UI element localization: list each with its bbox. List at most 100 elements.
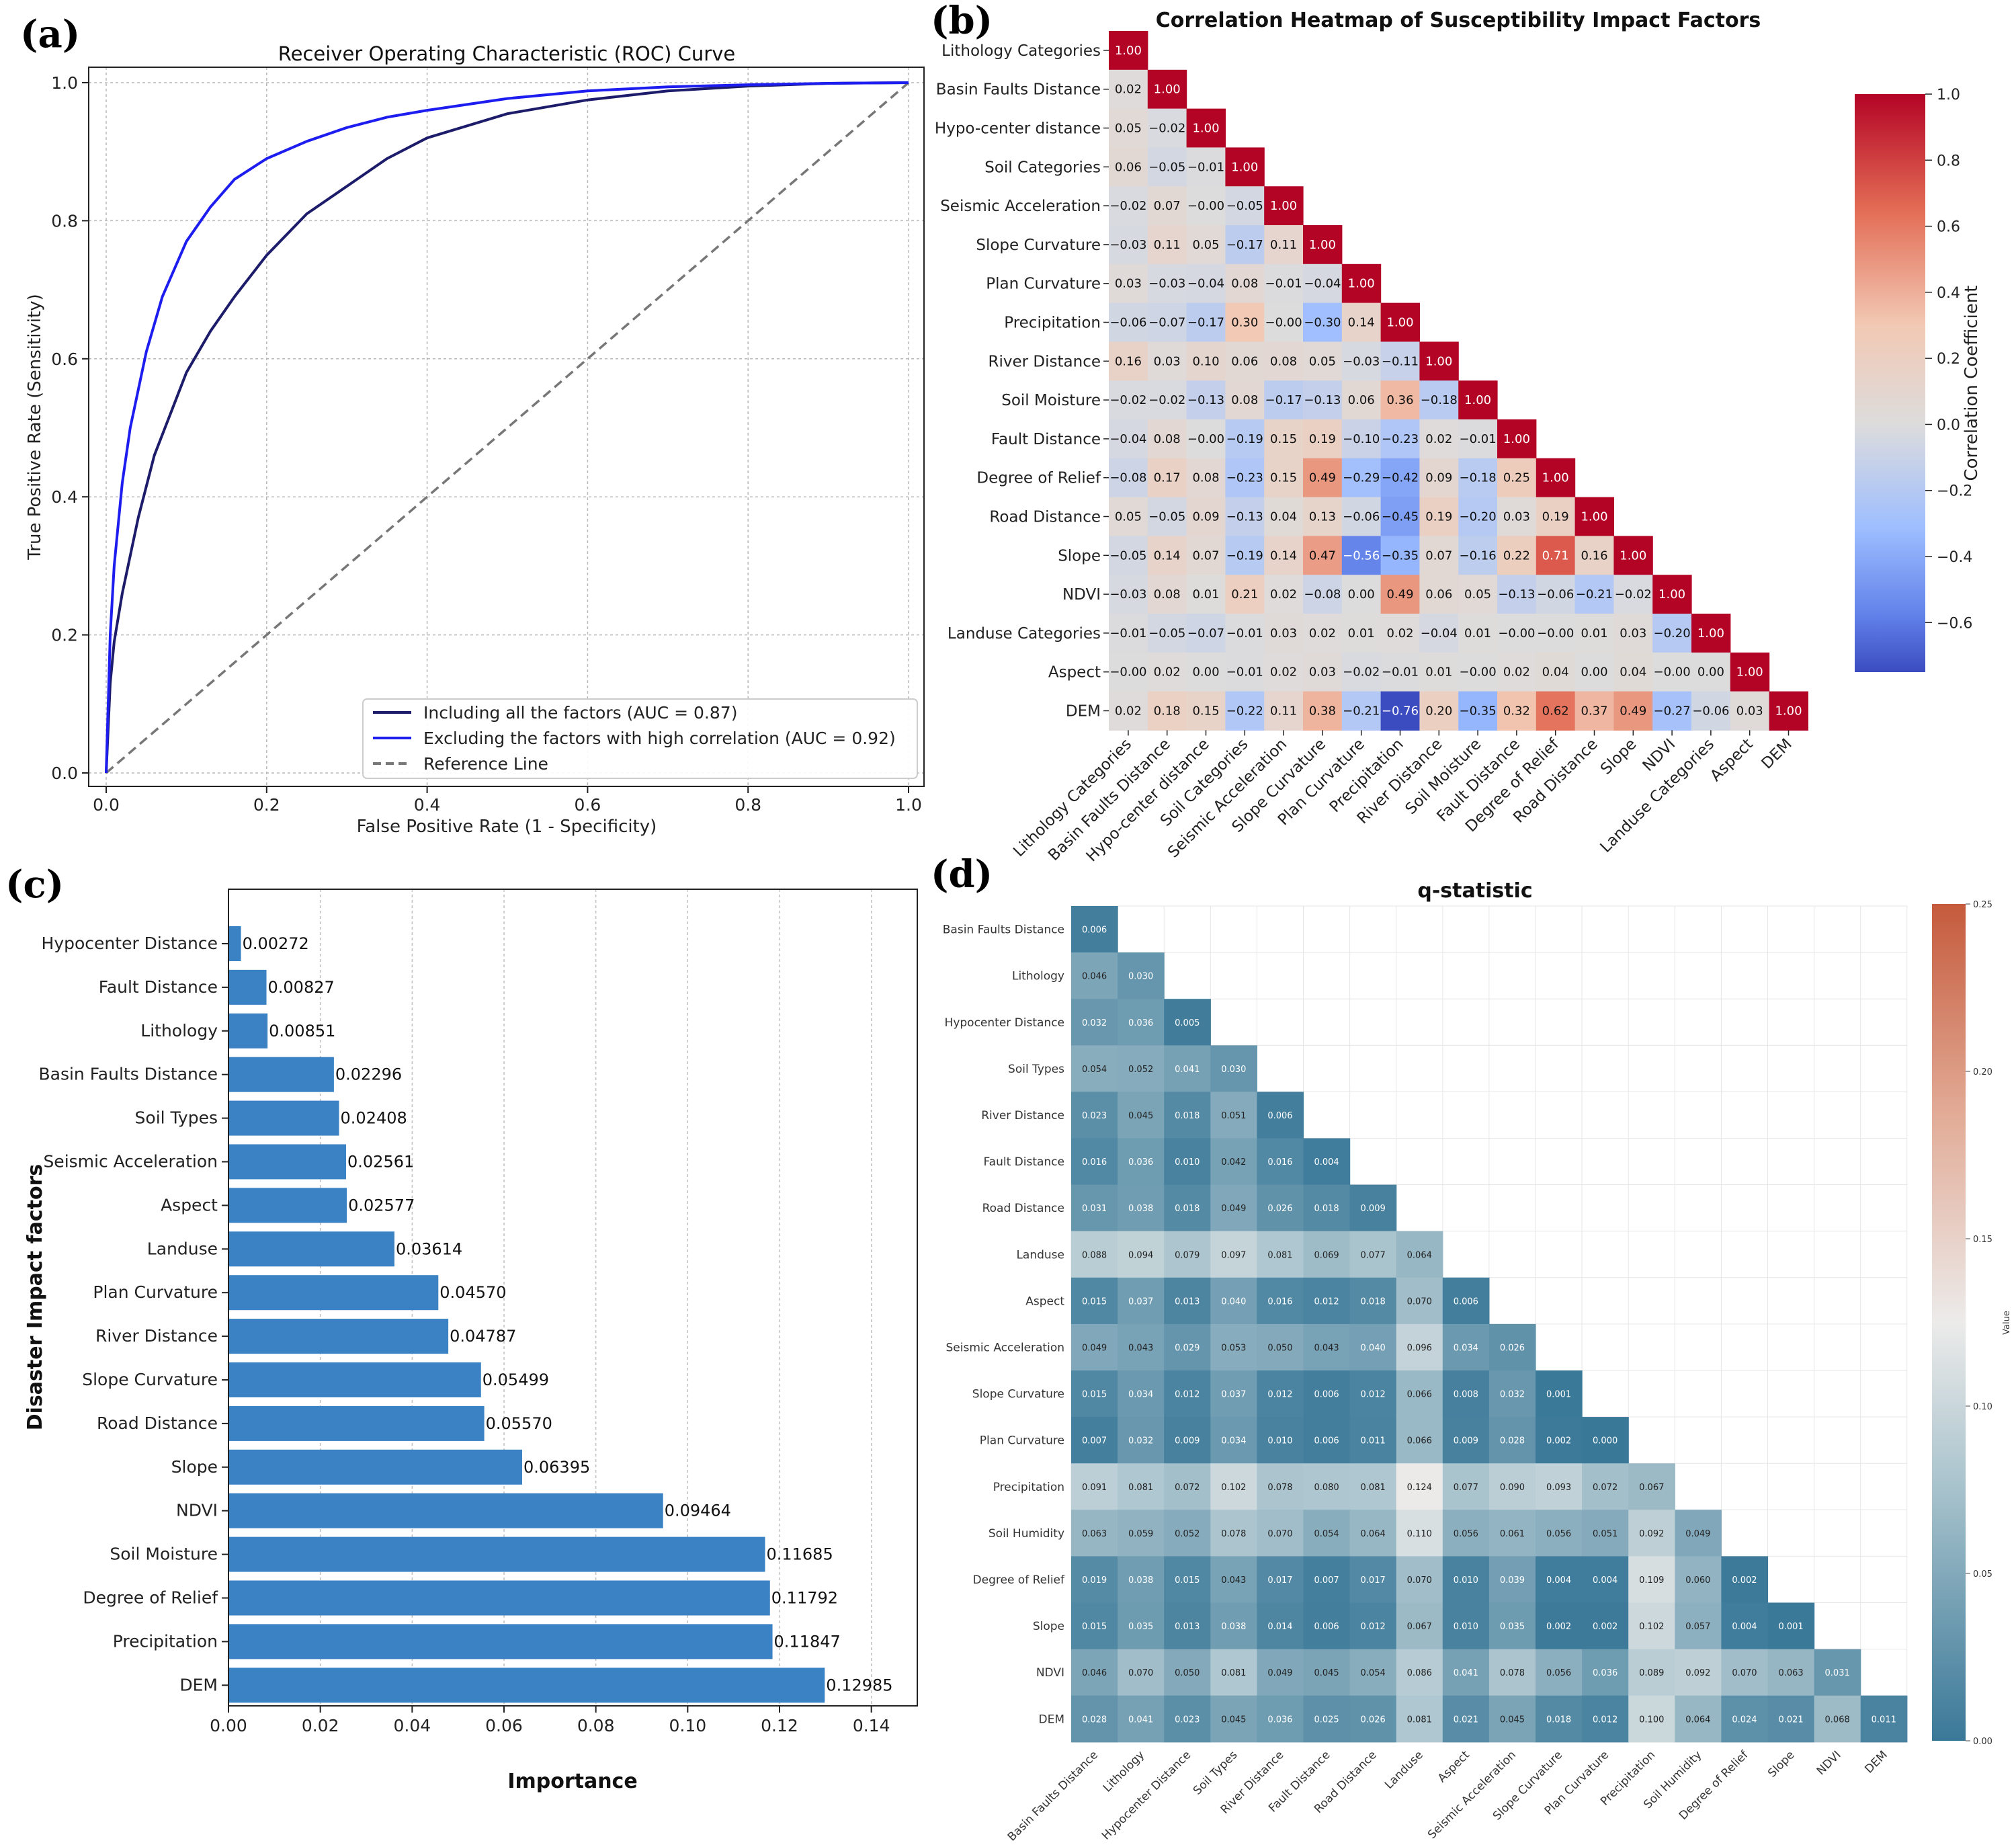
correlation-cell-value: 0.17	[1154, 471, 1181, 485]
correlation-row-labels: Lithology Categories Basin Faults Distanc…	[935, 42, 1109, 721]
correlation-cell	[1109, 186, 1148, 226]
q-statistic-cell	[1257, 1092, 1304, 1139]
q-statistic-cell-value: 0.005	[1175, 1018, 1200, 1028]
correlation-cell	[1147, 263, 1187, 304]
correlation-cell-value: −0.21	[1343, 704, 1380, 719]
q-statistic-cell-value: 0.004	[1732, 1622, 1757, 1632]
correlation-cell	[1303, 652, 1343, 692]
q-statistic-cell	[1349, 1602, 1397, 1650]
q-statistic-cell-value: 0.015	[1082, 1390, 1107, 1400]
correlation-cell	[1613, 691, 1653, 731]
q-statistic-cell-value: 0.012	[1361, 1390, 1386, 1400]
q-statistic-cell	[1582, 1463, 1629, 1510]
q-statistic-cell	[1349, 1184, 1397, 1232]
importance-bar	[228, 1362, 481, 1397]
correlation-cell-value: 0.71	[1542, 548, 1569, 563]
correlation-cell	[1497, 575, 1537, 614]
correlation-cell	[1186, 263, 1226, 304]
correlation-cell-value: 1.00	[1348, 277, 1375, 291]
importance-bar-value-label: 0.11685	[766, 1545, 833, 1564]
correlation-colorbar-tick-label: −0.6	[1937, 615, 1972, 632]
q-statistic-cell	[1488, 1370, 1536, 1418]
q-statistic-cell-value: 0.007	[1082, 1436, 1107, 1446]
q-statistic-cell	[1257, 1277, 1304, 1325]
correlation-cell-value: 0.01	[1581, 626, 1607, 641]
q-statistic-cell-value: 0.002	[1546, 1622, 1571, 1632]
correlation-cell-value: −0.23	[1226, 471, 1263, 485]
q-statistic-cell	[1442, 1463, 1490, 1510]
q-statistic-cell	[1071, 1556, 1118, 1604]
correlation-cell	[1458, 652, 1498, 692]
q-statistic-cell-value: 0.010	[1454, 1622, 1478, 1632]
correlation-cell-value: 0.37	[1581, 704, 1607, 719]
q-statistic-cell	[1164, 1417, 1211, 1464]
correlation-cell	[1691, 691, 1731, 731]
roc-chart: Receiver Operating Characteristic (ROC) …	[25, 42, 925, 837]
q-statistic-cell	[1349, 1231, 1397, 1278]
correlation-colorbar-label: Correlation Coefficient	[1962, 285, 1982, 481]
q-statistic-cell	[1303, 1323, 1351, 1371]
q-statistic-cell	[1536, 1695, 1583, 1743]
q-statistic-cell	[1442, 1370, 1490, 1418]
q-statistic-cell-value: 0.070	[1267, 1529, 1292, 1539]
correlation-cell	[1109, 458, 1148, 498]
q-statistic-cell-value: 0.012	[1267, 1390, 1292, 1400]
correlation-cell	[1380, 614, 1420, 653]
q-statistic-cell	[1488, 1556, 1536, 1604]
correlation-cell-value: −0.13	[1304, 393, 1341, 407]
correlation-cell	[1652, 575, 1692, 614]
q-statistic-cell-value: 0.051	[1221, 1111, 1246, 1121]
importance-x-tick-label: 0.14	[853, 1716, 890, 1735]
correlation-cell	[1458, 458, 1498, 498]
q-statistic-cell	[1767, 1602, 1815, 1650]
correlation-cell	[1109, 147, 1148, 187]
q-statistic-cell	[1257, 1649, 1304, 1696]
correlation-cell	[1109, 341, 1148, 381]
q-statistic-cell-value: 0.049	[1685, 1529, 1710, 1539]
q-statistic-cell	[1118, 1277, 1165, 1325]
importance-category-label: River Distance	[95, 1326, 218, 1346]
q-statistic-cell	[1164, 1277, 1211, 1325]
q-statistic-cell-value: 0.025	[1314, 1715, 1339, 1725]
correlation-cell	[1225, 614, 1265, 653]
correlation-cell	[1691, 652, 1731, 692]
q-statistic-cell	[1582, 1556, 1629, 1604]
q-statistic-cell	[1675, 1510, 1722, 1557]
correlation-cell-value: 0.19	[1425, 510, 1452, 524]
q-statistic-cell	[1396, 1695, 1443, 1743]
correlation-row-label: Slope	[1058, 547, 1101, 565]
importance-bar-chart: 0.00272 0.00827 0.00851 0.02296 0.02408 0.025…	[24, 889, 918, 1793]
importance-bar-value-label: 0.04787	[450, 1327, 516, 1346]
q-statistic-cell	[1164, 999, 1211, 1046]
q-statistic-cell	[1071, 1602, 1118, 1650]
q-statistic-cell	[1257, 1602, 1304, 1650]
q-statistic-cell	[1118, 1370, 1165, 1418]
q-statistic-colorbar-ticks: 0.25 0.20 0.15 0.10 0.05 0.00	[1966, 900, 1992, 1747]
correlation-row-label: NDVI	[1062, 586, 1101, 604]
q-statistic-cell	[1396, 1370, 1443, 1418]
correlation-cell	[1303, 225, 1343, 265]
q-statistic-colorbar-tick-label: 0.00	[1973, 1737, 1992, 1747]
correlation-cell-value: 0.36	[1386, 393, 1413, 407]
importance-bar-value-label: 0.02577	[348, 1196, 415, 1215]
q-statistic-cell-value: 0.009	[1361, 1204, 1386, 1214]
correlation-cell-value: 0.00	[1697, 665, 1724, 680]
q-statistic-cell-value: 0.018	[1361, 1297, 1386, 1307]
q-statistic-cell-value: 0.088	[1082, 1250, 1107, 1260]
correlation-cell-value: −0.01	[1226, 665, 1263, 680]
correlation-cell-value: 0.16	[1581, 548, 1607, 563]
q-statistic-cell-value: 0.056	[1546, 1668, 1571, 1678]
importance-category-label: Basin Faults Distance	[38, 1065, 218, 1084]
correlation-cell-value: −0.04	[1304, 277, 1341, 291]
correlation-colorbar-tick-label: −0.2	[1937, 483, 1972, 500]
roc-plot-frame	[88, 67, 925, 787]
q-statistic-cell-value: 0.028	[1082, 1715, 1107, 1725]
correlation-cell	[1186, 652, 1226, 692]
q-statistic-cell-value: 0.045	[1500, 1715, 1525, 1725]
q-statistic-cell-value: 0.036	[1267, 1715, 1292, 1725]
q-statistic-colorbar-tick-label: 0.15	[1973, 1235, 1992, 1245]
q-statistic-cell	[1118, 1323, 1165, 1371]
correlation-cell-value: 0.01	[1192, 587, 1219, 602]
correlation-cell	[1341, 380, 1382, 420]
